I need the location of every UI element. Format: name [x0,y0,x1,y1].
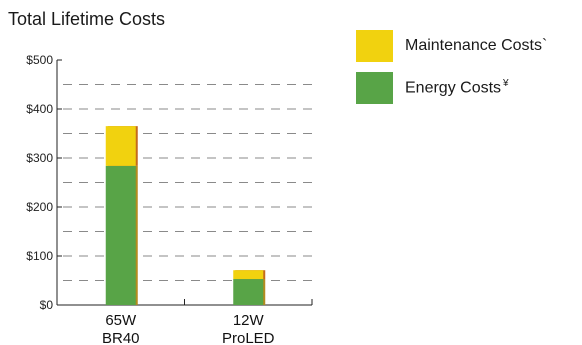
bar-segment-energy [233,279,264,305]
y-tick-label: $400 [26,102,53,116]
legend-swatch-maintenance [356,30,393,62]
y-tick-label: $0 [40,298,54,312]
x-tick-label: BR40 [102,330,140,345]
x-tick-label: 12W [233,312,265,329]
bar-segment-maintenance [105,126,136,166]
legend-label-energy: Energy Costs ¥ [405,78,509,97]
legend-text-energy: Energy Costs [405,79,502,97]
x-tick-label: 65W [105,312,137,329]
legend-item-maintenance: Maintenance Costs` [356,30,547,62]
legend-text-maintenance: Maintenance Costs [405,37,542,54]
legend-label-maintenance: Maintenance Costs` [405,37,547,55]
legend-mark-maintenance: ` [541,37,548,54]
legend-item-energy: Energy Costs ¥ [356,72,509,104]
chart-title: Total Lifetime Costs [8,9,166,29]
y-tick-label: $500 [26,53,53,67]
bar-segment-energy [105,165,136,305]
bar-segment-maintenance [233,270,264,280]
x-tick-label: ProLED [222,330,275,345]
legend-swatch-energy [356,72,393,104]
legend-mark-energy: ¥ [503,78,509,90]
y-tick-label: $100 [26,249,53,263]
y-tick-label: $200 [26,200,53,214]
y-tick-label: $300 [26,151,53,165]
